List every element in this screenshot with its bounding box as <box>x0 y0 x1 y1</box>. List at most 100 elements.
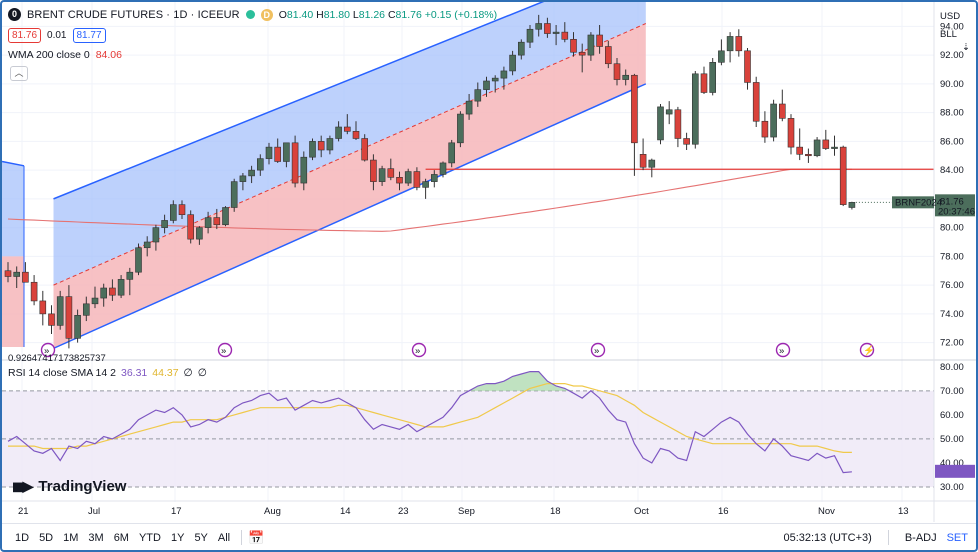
candle-body <box>691 73 699 145</box>
rsi-sma-line <box>8 383 852 453</box>
candle-body <box>248 169 255 177</box>
candle-body <box>309 141 316 158</box>
rsi-value: 36.31 <box>120 367 148 379</box>
candle-body <box>744 50 751 83</box>
collapse-legend-icon[interactable]: ︿ <box>10 66 28 81</box>
delayed-badge: D <box>260 8 273 21</box>
channel-lower-line <box>53 83 647 350</box>
buy-price-box[interactable]: 81.77 <box>72 28 106 43</box>
candle-body <box>213 217 221 226</box>
candle-body <box>326 138 334 151</box>
candle-body <box>335 126 342 139</box>
price-tick-label: 72.00 <box>940 338 964 349</box>
axis-settings-icon: ⇣ <box>962 42 970 53</box>
candle-body <box>265 146 273 159</box>
candle-body <box>752 82 760 122</box>
candle-body <box>552 31 560 34</box>
tf-all[interactable]: All <box>217 531 231 544</box>
candle-body <box>596 34 603 47</box>
candle-body <box>718 50 725 63</box>
candle-body <box>126 271 134 280</box>
candle-body <box>178 204 186 215</box>
symbol-logo: 0 <box>8 8 21 21</box>
adjust-toggle[interactable]: B-ADJ <box>904 531 937 544</box>
regression-channel[interactable] <box>2 2 647 350</box>
tf-1m[interactable]: 1M <box>63 531 79 544</box>
candle-body <box>257 158 264 171</box>
candle-body <box>839 146 847 205</box>
rsi-label: RSI 14 close SMA 14 2 <box>8 367 116 379</box>
clock-time[interactable]: 05:32:13 (UTC+3) <box>783 531 872 544</box>
candle-body <box>352 131 360 139</box>
date-tick-label: 21 <box>18 506 29 517</box>
event-marker-icon <box>40 342 56 358</box>
tradingview-logo-text: TradingView <box>38 478 127 495</box>
candle-body <box>413 171 421 188</box>
candle-body <box>587 34 595 56</box>
candle-body <box>135 247 142 273</box>
sell-price-box[interactable]: 81.76 <box>8 28 42 43</box>
price-axis[interactable]: USDBLL⇣94.0092.0090.0088.0086.0084.0082.… <box>855 2 975 522</box>
candle-body <box>787 118 795 148</box>
tf-6m[interactable]: 6M <box>113 531 129 544</box>
event-markers[interactable]: » » » » » ⚡ 0.92647417173825737 <box>8 342 875 365</box>
date-tick-label: Jul <box>88 506 100 517</box>
price-tick-label: 78.00 <box>940 251 964 262</box>
candle-body <box>700 73 708 93</box>
candle-body <box>509 54 516 72</box>
candle-body <box>465 100 473 115</box>
candle-body <box>378 168 386 182</box>
tf-3m[interactable]: 3M <box>88 531 104 544</box>
candle-body <box>65 296 73 339</box>
bar-countdown: 20:37:46 <box>938 206 975 217</box>
candle-body <box>4 270 12 277</box>
candle-body <box>848 202 856 208</box>
toolbar-right: 05:32:13 (UTC+3) B-ADJ SET <box>783 530 968 545</box>
quote-row: 81.76 0.01 81.77 <box>8 28 106 43</box>
date-range-icon[interactable]: 📅 <box>248 529 265 545</box>
wma-legend[interactable]: WMA 200 close 0 84.06 <box>8 49 122 61</box>
candle-body <box>22 271 29 283</box>
last-price-value: 81.76 <box>940 196 964 207</box>
tf-ytd[interactable]: YTD <box>138 531 161 544</box>
price-tick-label: 74.00 <box>940 309 964 320</box>
candle-body <box>604 46 612 65</box>
event-marker-glyph: » <box>415 346 420 357</box>
candle-body <box>665 109 673 115</box>
candle-body <box>561 31 569 40</box>
close-label: C <box>387 8 396 21</box>
candle-body <box>648 159 656 168</box>
time-axis[interactable]: 21 Jul 17 Aug 14 23 Sep 18 Oct 16 Nov 13 <box>2 500 976 517</box>
rsi-value-box <box>935 464 975 478</box>
candle-body <box>517 41 525 56</box>
symbol-title[interactable]: BRENT CRUDE FUTURES · 1D · ICEEUR <box>27 8 240 21</box>
tf-5y[interactable]: 5Y <box>194 531 208 544</box>
rsi-tick-label: 60.00 <box>940 410 964 421</box>
date-tick-label: 17 <box>171 506 182 517</box>
date-tick-label: Aug <box>264 506 281 517</box>
tradingview-logo[interactable]: ◼▶ TradingView <box>12 478 126 495</box>
price-tick-label: 92.00 <box>940 50 964 61</box>
candle-body <box>474 89 482 102</box>
candle-body <box>778 103 786 119</box>
candle-body <box>526 28 534 43</box>
tf-1d[interactable]: 1D <box>15 531 30 544</box>
open-label: O <box>278 8 287 21</box>
session-toggle[interactable]: SET <box>946 531 968 544</box>
candle-body <box>544 23 551 34</box>
candle-body <box>613 63 621 80</box>
ticker-tag-box <box>892 196 934 209</box>
tf-5d[interactable]: 5D <box>39 531 54 544</box>
axis-unit-label: BLL <box>940 29 957 40</box>
candle-body <box>448 142 456 164</box>
event-marker-icon <box>411 342 427 358</box>
candle-body <box>430 174 438 182</box>
tf-1y[interactable]: 1Y <box>170 531 185 544</box>
event-marker-glyph: ⚡ <box>863 345 875 357</box>
rsi-legend[interactable]: RSI 14 close SMA 14 2 36.31 44.37 ∅ ∅ <box>8 367 207 379</box>
last-price-box <box>935 194 975 217</box>
candle-body <box>83 303 90 316</box>
candle-body <box>457 113 464 144</box>
